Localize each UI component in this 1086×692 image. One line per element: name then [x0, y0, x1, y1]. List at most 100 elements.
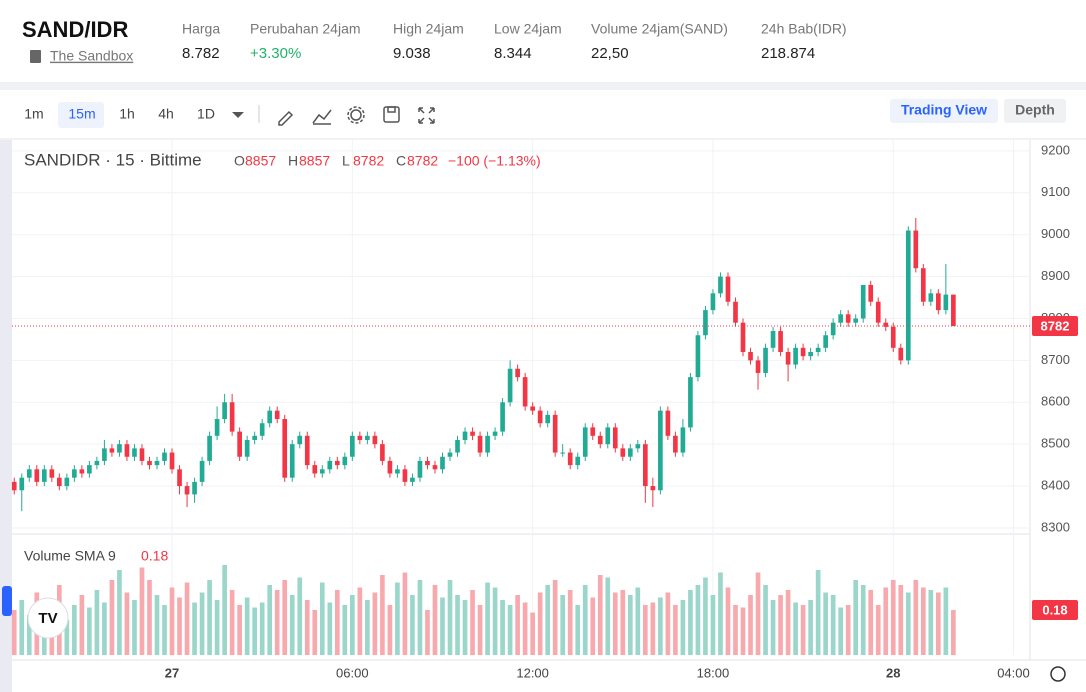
candle-body [124, 444, 130, 457]
volume-bar [402, 572, 408, 655]
y-tick-label: 8600 [1041, 394, 1070, 409]
candle-body [87, 465, 92, 474]
candle-body [447, 452, 453, 457]
interval[interactable]: 15m [68, 106, 95, 122]
candle-body [132, 448, 137, 457]
candle-body [552, 414, 558, 453]
candle-body [710, 293, 716, 311]
coin-name[interactable]: The Sandbox [50, 48, 133, 64]
candle-body [597, 435, 603, 445]
volume-bar [244, 597, 250, 655]
volume-bar [342, 605, 348, 655]
volume-bar [808, 600, 813, 655]
candle-body [380, 444, 385, 461]
candle-body [237, 431, 242, 457]
volume-bar [665, 592, 671, 655]
volume-tag [1032, 600, 1078, 620]
volume-bar [612, 592, 618, 655]
interval[interactable]: 1m [24, 106, 43, 122]
candle-body [357, 435, 363, 440]
y-tick-label: 8900 [1041, 268, 1070, 283]
volume-bar [537, 592, 543, 655]
candle-body [680, 427, 686, 453]
dropdown[interactable] [232, 112, 244, 118]
candle-body [222, 402, 227, 420]
candle-body [868, 284, 874, 302]
volume-bar [883, 587, 889, 655]
tab[interactable]: Trading View [901, 102, 987, 118]
volume-bar [252, 607, 257, 655]
candle-body [477, 435, 483, 453]
interval[interactable]: 1h [119, 106, 135, 122]
volume-bar [567, 590, 573, 655]
volume-bar [124, 592, 130, 655]
volume-bar [372, 592, 378, 655]
settings-icon[interactable] [1050, 666, 1066, 682]
tv-logo[interactable] [27, 597, 69, 639]
candle-body [79, 469, 85, 474]
stat-label: Volume 24jam(SAND) [591, 21, 728, 37]
candle-body [387, 460, 393, 474]
volume-bar [530, 612, 535, 655]
interval[interactable]: 1D [197, 106, 215, 122]
tv-logo-text: TV [38, 610, 57, 627]
volume-bar [327, 602, 333, 655]
interval-active-bg [58, 102, 104, 128]
volume-bar [905, 592, 911, 655]
candle-body [688, 377, 693, 428]
candle-body [244, 439, 250, 457]
volume-bar [845, 605, 851, 655]
ohlc-change: −100 (−1.13%) [448, 153, 541, 169]
candle-body [440, 456, 445, 470]
tab-bg[interactable] [1004, 99, 1066, 123]
volume-bar [312, 610, 318, 655]
y-tick-label: 8500 [1041, 436, 1070, 451]
x-tick-label: 12:00 [516, 665, 549, 680]
candle-body [72, 469, 77, 478]
volume-bar [19, 600, 25, 655]
candle-body [462, 431, 468, 440]
tab-bg[interactable] [890, 99, 998, 123]
volume-tag-label: 0.18 [1042, 602, 1067, 617]
volume-bar [725, 587, 731, 655]
candle-body [147, 460, 152, 466]
candle-body [139, 448, 145, 461]
volume-value: 0.18 [141, 548, 168, 564]
candle-body [259, 423, 265, 436]
volume-bar [214, 600, 220, 655]
candle-body [905, 230, 911, 361]
volume-bar [492, 587, 498, 655]
volume-bar [703, 577, 708, 655]
volume-bar [395, 582, 400, 655]
volume-bar [132, 600, 137, 655]
candle-body [522, 377, 528, 407]
volume-bar [334, 590, 340, 655]
volume-bar [830, 595, 836, 655]
candle-body [154, 460, 160, 466]
volume-bar [943, 587, 949, 655]
ohlc-key: L [342, 153, 350, 169]
candle-body [620, 448, 626, 457]
volume-bar [380, 575, 385, 655]
y-tick-label: 9100 [1041, 184, 1070, 199]
volume-bar [184, 582, 190, 655]
volume-bar [793, 602, 798, 655]
candle-body [785, 352, 791, 365]
tab[interactable]: Depth [1015, 102, 1055, 118]
candle-body [515, 368, 520, 378]
candle-body [327, 460, 333, 470]
volume-bar [936, 592, 941, 655]
volume-bar [545, 585, 550, 655]
expand-tab[interactable] [2, 586, 12, 616]
tool-icons[interactable] [278, 106, 435, 126]
interval[interactable]: 4h [158, 106, 174, 122]
volume-bar [237, 605, 242, 655]
volume-bar [417, 580, 423, 655]
volume-bar [823, 592, 828, 655]
candle-body [778, 331, 783, 353]
volume-bar [87, 607, 92, 655]
y-tick-label: 8300 [1041, 519, 1070, 534]
stat-label: Harga [182, 21, 220, 37]
volume-bar [890, 580, 896, 655]
candle-body [229, 402, 235, 432]
